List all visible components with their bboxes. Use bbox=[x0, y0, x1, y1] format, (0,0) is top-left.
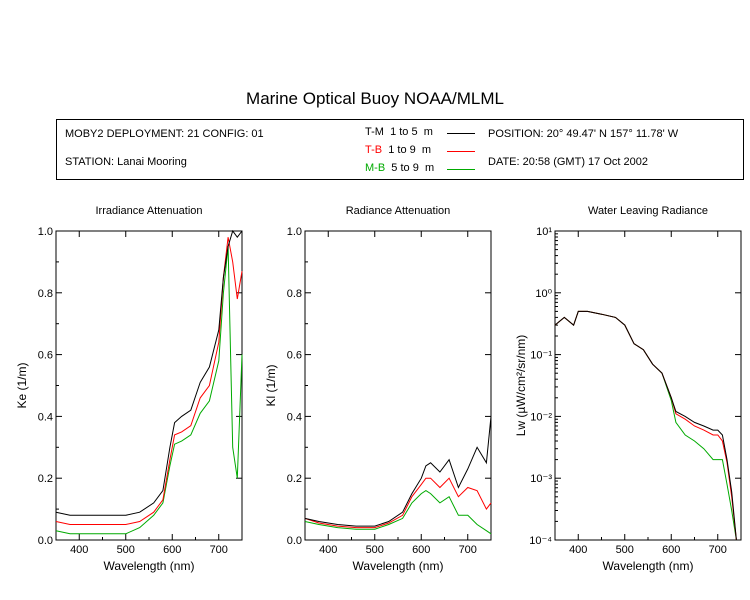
y-axis-label-0: Ke (1/m) bbox=[15, 362, 29, 408]
x-tick-label-2-0: 400 bbox=[569, 544, 587, 556]
series-line-t-m-2 bbox=[554, 310, 737, 541]
x-axis-label-1: Wavelength (nm) bbox=[353, 559, 444, 573]
y-tick-label-1-2: 0.4 bbox=[287, 411, 302, 423]
y-axis-label-1: Kl (1/m) bbox=[264, 364, 278, 406]
series-line-t-m-1 bbox=[304, 416, 492, 527]
info-box: MOBY2 DEPLOYMENT: 21 CONFIG: 01 STATION:… bbox=[56, 119, 744, 180]
page-title: Marine Optical Buoy NOAA/MLML bbox=[246, 89, 504, 108]
legend-code-tm: T-M bbox=[365, 126, 384, 138]
y-tick-label-2-4: 10⁰ bbox=[535, 288, 552, 300]
x-tick-label-2-2: 600 bbox=[662, 544, 680, 556]
legend-range-mb: 5 to 9 bbox=[391, 162, 419, 174]
position-text: POSITION: 20° 49.47' N 157° 11.78' W bbox=[488, 128, 679, 140]
y-tick-label-0-5: 1.0 bbox=[38, 226, 53, 238]
y-tick-label-1-5: 1.0 bbox=[287, 226, 302, 238]
legend-item-tm: T-M 1 to 5 m bbox=[365, 126, 433, 138]
y-tick-label-1-0: 0.0 bbox=[287, 535, 302, 547]
x-tick-label-2-3: 700 bbox=[709, 544, 727, 556]
y-tick-label-0-0: 0.0 bbox=[38, 535, 53, 547]
plot-frame-0 bbox=[55, 230, 243, 541]
x-tick-label-2-1: 500 bbox=[616, 544, 634, 556]
x-tick-label-1-1: 500 bbox=[366, 544, 384, 556]
y-tick-label-2-2: 10⁻² bbox=[530, 411, 552, 423]
plot-frame-1 bbox=[304, 230, 492, 541]
legend-line-mb bbox=[447, 169, 475, 170]
y-axis-label-2: Lw (µW/cm²/sr/nm) bbox=[514, 335, 528, 437]
chart-title-radiance: Radiance Attenuation bbox=[345, 205, 451, 217]
x-tick-label-1-2: 600 bbox=[412, 544, 430, 556]
series-line-t-m-0 bbox=[55, 229, 243, 516]
legend-line-tb bbox=[447, 151, 475, 152]
y-tick-label-2-5: 10¹ bbox=[536, 226, 552, 238]
x-axis-label-0: Wavelength (nm) bbox=[104, 559, 195, 573]
legend-item-tb: T-B 1 to 9 m bbox=[365, 144, 431, 156]
chart-title-irradiance: Irradiance Attenuation bbox=[95, 205, 203, 217]
y-tick-label-2-3: 10⁻¹ bbox=[530, 350, 552, 362]
y-tick-label-0-4: 0.8 bbox=[38, 288, 53, 300]
x-tick-label-1-3: 700 bbox=[459, 544, 477, 556]
x-tick-label-0-1: 500 bbox=[117, 544, 135, 556]
legend-line-tm bbox=[447, 133, 475, 134]
deployment-text: MOBY2 DEPLOYMENT: 21 CONFIG: 01 bbox=[65, 128, 264, 140]
legend-item-mb: M-B 5 to 9 m bbox=[365, 162, 434, 174]
y-tick-label-0-1: 0.2 bbox=[38, 473, 53, 485]
y-tick-label-2-1: 10⁻³ bbox=[530, 473, 552, 485]
series-line-m-b-2 bbox=[554, 310, 737, 541]
y-tick-label-1-4: 0.8 bbox=[287, 288, 302, 300]
y-tick-label-1-3: 0.6 bbox=[287, 350, 302, 362]
series-line-m-b-1 bbox=[304, 490, 492, 535]
legend-range-tm: 1 to 5 bbox=[390, 126, 418, 138]
x-tick-label-1-0: 400 bbox=[319, 544, 337, 556]
y-tick-label-0-3: 0.6 bbox=[38, 350, 53, 362]
station-text: STATION: Lanai Mooring bbox=[65, 156, 187, 168]
legend-unit-tm: m bbox=[423, 126, 433, 138]
series-line-t-b-0 bbox=[55, 237, 243, 525]
date-text: DATE: 20:58 (GMT) 17 Oct 2002 bbox=[488, 156, 648, 168]
legend-code-mb: M-B bbox=[365, 162, 386, 174]
legend-code-tb: T-B bbox=[365, 144, 383, 156]
series-line-t-b-1 bbox=[304, 477, 492, 529]
chart-title-lw: Water Leaving Radiance bbox=[587, 205, 709, 217]
plot-frame-2 bbox=[554, 230, 742, 541]
y-tick-label-1-1: 0.2 bbox=[287, 473, 302, 485]
x-tick-label-0-2: 600 bbox=[163, 544, 181, 556]
x-tick-label-0-0: 400 bbox=[70, 544, 88, 556]
series-line-m-b-0 bbox=[55, 246, 243, 535]
x-tick-label-0-3: 700 bbox=[210, 544, 228, 556]
y-tick-label-0-2: 0.4 bbox=[38, 411, 53, 423]
y-tick-label-2-0: 10⁻⁴ bbox=[529, 535, 552, 547]
x-axis-label-2: Wavelength (nm) bbox=[603, 559, 694, 573]
legend-unit-mb: m bbox=[424, 162, 435, 174]
legend-range-tb: 1 to 9 bbox=[388, 144, 416, 156]
series-line-t-b-2 bbox=[554, 310, 737, 541]
legend-unit-tb: m bbox=[421, 144, 432, 156]
